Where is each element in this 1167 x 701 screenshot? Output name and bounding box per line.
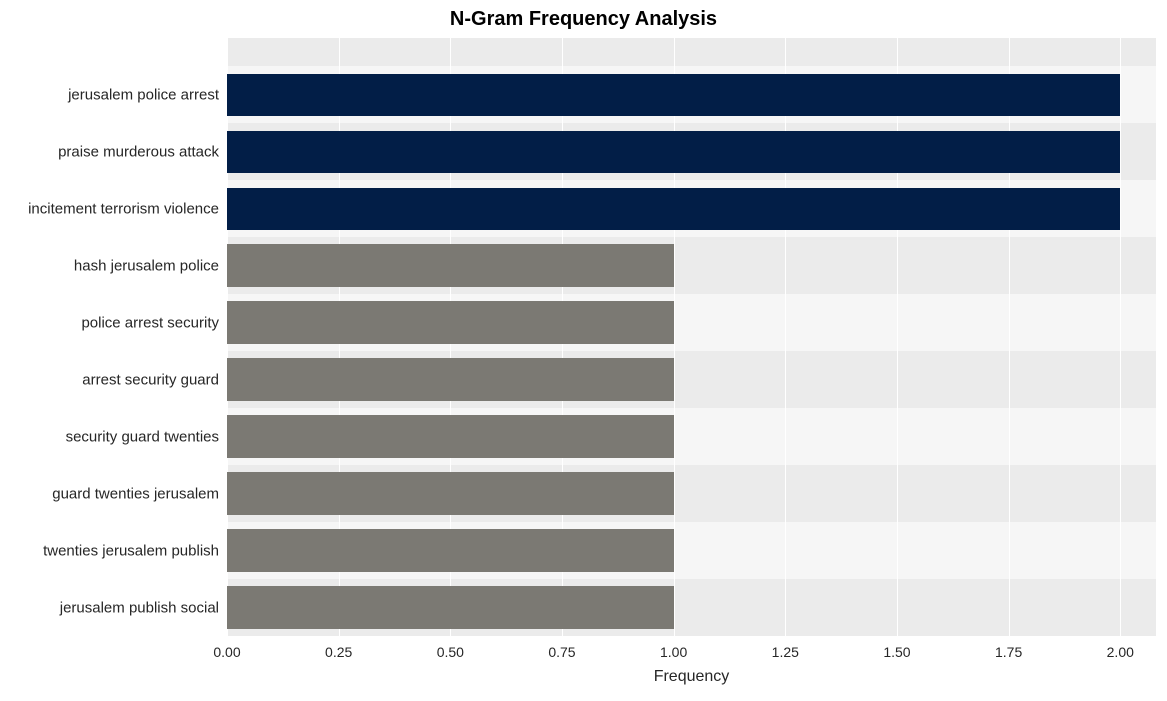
x-tick-label: 0.50 [437,644,464,660]
y-category-label: security guard twenties [66,428,219,445]
gridline [897,38,898,636]
bar [227,131,1120,174]
x-tick-label: 1.25 [772,644,799,660]
gridline [1009,38,1010,636]
y-category-label: twenties jerusalem publish [43,542,219,559]
bar [227,529,674,572]
x-tick-label: 1.50 [883,644,910,660]
chart-title: N-Gram Frequency Analysis [0,8,1167,31]
bar [227,301,674,344]
y-category-label: praise murderous attack [58,143,219,160]
gridline [674,38,675,636]
x-tick-label: 0.75 [548,644,575,660]
x-tick-label: 0.00 [213,644,240,660]
plot-band [227,38,1156,66]
y-category-label: hash jerusalem police [74,257,219,274]
bar [227,586,674,629]
y-category-label: jerusalem publish social [60,599,219,616]
y-category-label: guard twenties jerusalem [52,485,219,502]
bar [227,415,674,458]
x-tick-label: 2.00 [1107,644,1134,660]
x-tick-label: 1.00 [660,644,687,660]
bar [227,358,674,401]
ngram-chart: N-Gram Frequency Analysis 0.000.250.500.… [0,0,1167,701]
bar [227,472,674,515]
x-axis-label: Frequency [227,668,1156,686]
gridline [1120,38,1121,636]
x-tick-label: 0.25 [325,644,352,660]
bar [227,188,1120,231]
y-category-label: police arrest security [81,314,219,331]
x-tick-label: 1.75 [995,644,1022,660]
y-category-label: jerusalem police arrest [68,86,219,103]
gridline [785,38,786,636]
y-category-label: arrest security guard [82,371,219,388]
bar [227,244,674,287]
bar [227,74,1120,117]
plot-area: 0.000.250.500.751.001.251.501.752.00jeru… [227,38,1156,636]
y-category-label: incitement terrorism violence [28,200,219,217]
